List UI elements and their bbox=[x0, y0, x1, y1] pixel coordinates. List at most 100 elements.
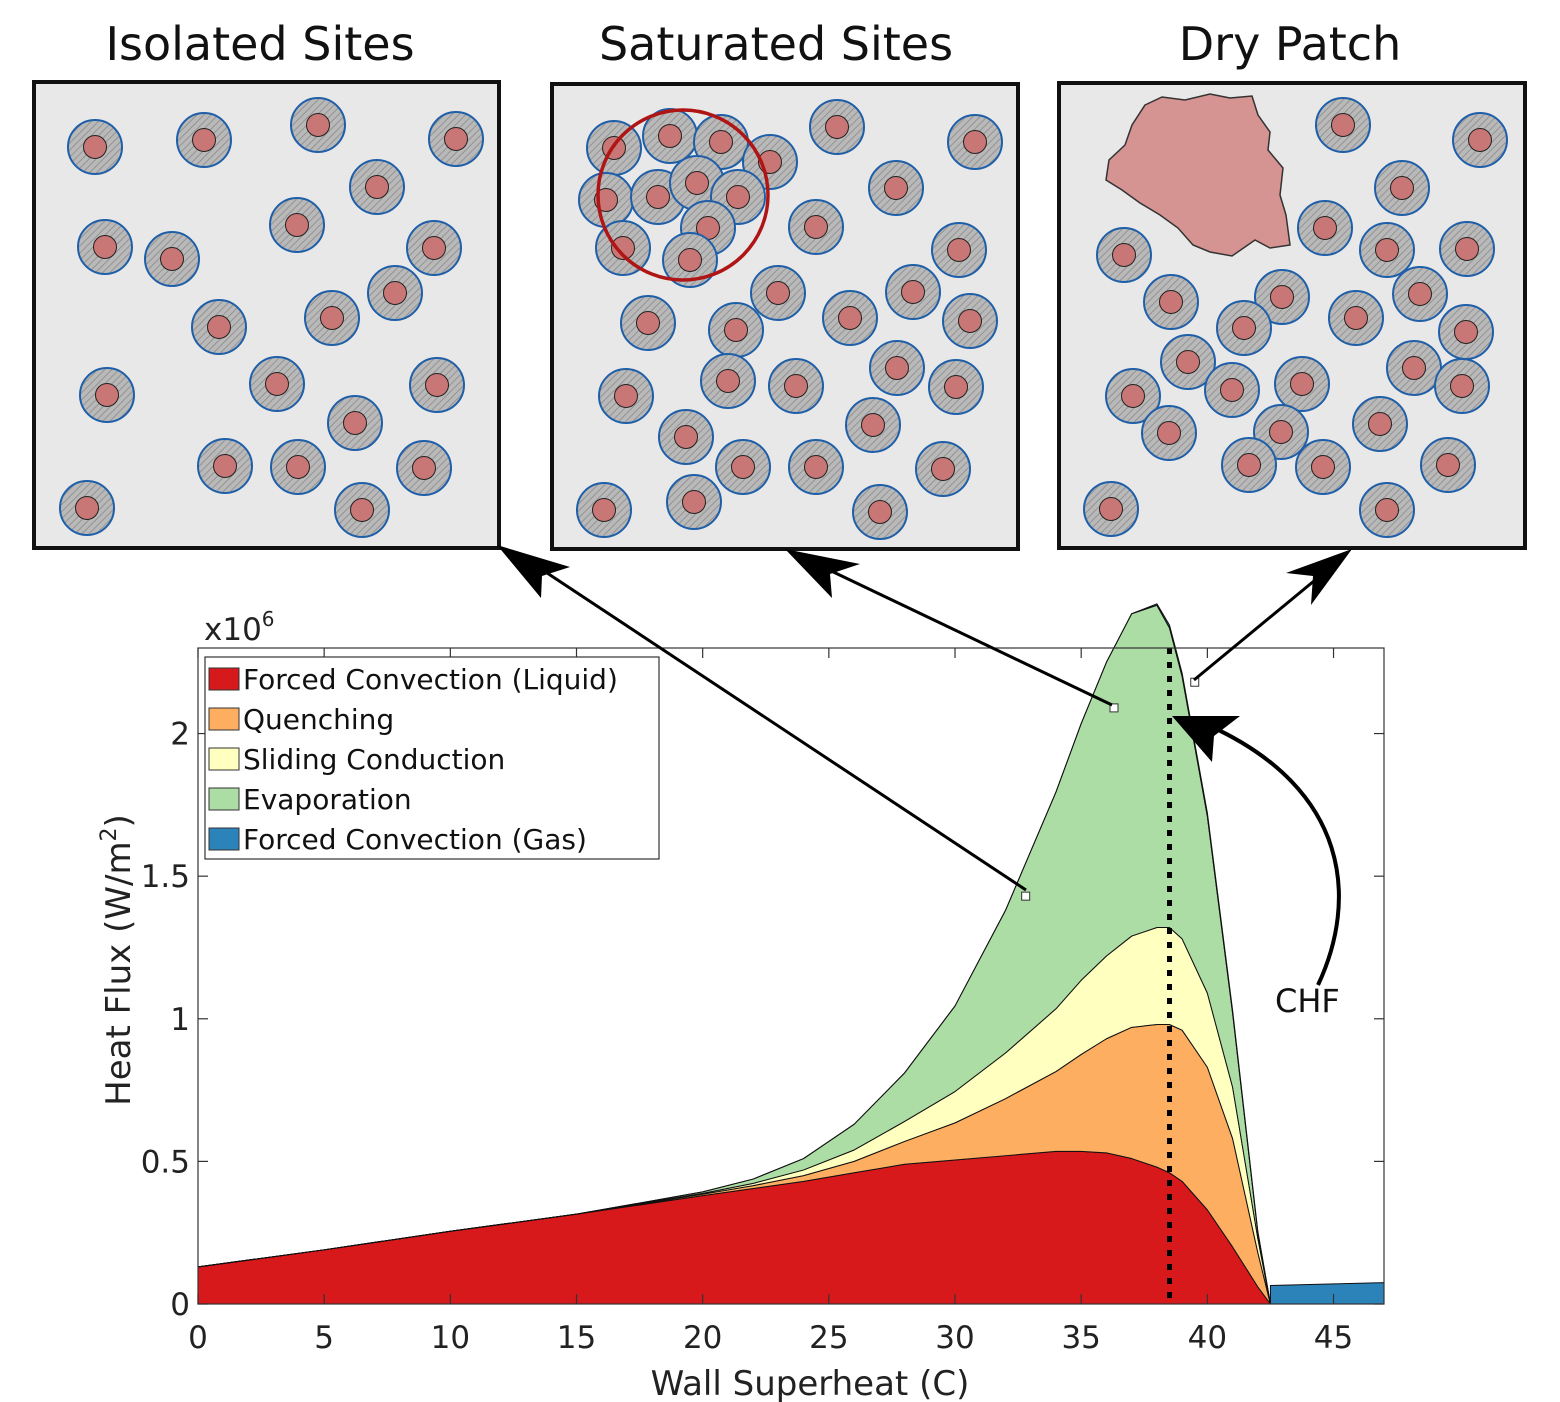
axes-frame bbox=[197, 647, 1385, 1305]
boiling-site bbox=[768, 358, 824, 414]
y-axis-label: Heat Flux (W/m2) bbox=[97, 814, 139, 1106]
x-tick-label: 45 bbox=[1314, 1320, 1353, 1356]
boiling-site bbox=[578, 172, 634, 228]
legend: Forced Convection (Liquid) Quenching Slidi… bbox=[204, 656, 660, 860]
arrow-dry-patch-head bbox=[1286, 549, 1352, 605]
boiling-site bbox=[822, 290, 878, 346]
y-exponent: x106 bbox=[204, 607, 275, 648]
boiling-site bbox=[327, 395, 383, 451]
boiling-site bbox=[1420, 437, 1476, 493]
boiling-site bbox=[428, 111, 484, 167]
boiling-site bbox=[852, 484, 908, 540]
boiling-site bbox=[1143, 274, 1199, 330]
boiling-site bbox=[700, 353, 756, 409]
y-tick-label: 1 bbox=[170, 1002, 190, 1038]
boiling-site bbox=[349, 159, 405, 215]
legend-swatch-sliding bbox=[208, 747, 240, 771]
chf-arrow-curve bbox=[1209, 724, 1341, 986]
boiling-site bbox=[869, 340, 925, 396]
boiling-site bbox=[144, 231, 200, 287]
boiling-site bbox=[1386, 340, 1442, 396]
x-tick-label: 0 bbox=[188, 1320, 208, 1356]
boiling-site bbox=[1328, 290, 1384, 346]
boiling-site bbox=[620, 295, 676, 351]
arrow-dry-patch-line bbox=[1193, 574, 1321, 682]
boiling-site bbox=[1216, 300, 1272, 356]
boiling-site bbox=[191, 299, 247, 355]
y-tick-label: 2 bbox=[170, 717, 190, 753]
curve-marker-0 bbox=[1021, 891, 1031, 901]
legend-label-gas: Forced Convection (Gas) bbox=[243, 823, 587, 856]
legend-label-quenching: Quenching bbox=[243, 703, 394, 736]
x-tick-label: 25 bbox=[809, 1320, 848, 1356]
boiling-site bbox=[1452, 112, 1508, 168]
legend-box bbox=[204, 656, 660, 860]
arrow-isolated-line bbox=[534, 563, 1027, 892]
boiling-site bbox=[1297, 200, 1353, 256]
boiling-site bbox=[334, 482, 390, 538]
y-tick-label: 0 bbox=[170, 1287, 190, 1323]
panel-dry-patch bbox=[1057, 81, 1527, 550]
boiling-site bbox=[1221, 437, 1277, 493]
boiling-site bbox=[1359, 222, 1415, 278]
x-tick-label: 40 bbox=[1188, 1320, 1227, 1356]
boiling-site bbox=[885, 264, 941, 320]
legend-label-sliding: Sliding Conduction bbox=[243, 743, 505, 776]
boiling-site bbox=[658, 409, 714, 465]
x-axis-label: Wall Superheat (C) bbox=[651, 1364, 970, 1402]
x-axis-ticks: 0 5 10 15 20 25 30 35 40 45 bbox=[188, 648, 1353, 1356]
y-tick-label: 0.5 bbox=[141, 1144, 190, 1180]
pointer-arrows bbox=[497, 545, 1352, 892]
legend-swatch-quenching bbox=[208, 707, 240, 731]
y-axis-ticks: 0 0.5 1 1.5 2 bbox=[141, 717, 1384, 1323]
boiling-site bbox=[715, 439, 771, 495]
boiling-site bbox=[788, 439, 844, 495]
boiling-site bbox=[1352, 396, 1408, 452]
legend-swatch-evaporation bbox=[208, 787, 240, 811]
panel-title-dry-patch: Dry Patch bbox=[1179, 17, 1402, 71]
legend-label-liquid: Forced Convection (Liquid) bbox=[243, 663, 618, 696]
boiling-site bbox=[1392, 266, 1448, 322]
boiling-site bbox=[396, 440, 452, 496]
x-tick-label: 10 bbox=[431, 1320, 470, 1356]
boiling-site bbox=[367, 265, 423, 321]
boiling-site bbox=[77, 219, 133, 275]
chf-arrow-head bbox=[1172, 716, 1240, 762]
chf-label: CHF bbox=[1275, 982, 1340, 1020]
x-tick-label: 20 bbox=[683, 1320, 722, 1356]
area-gas-post-chf bbox=[1269, 1282, 1385, 1305]
boiling-site bbox=[1434, 358, 1490, 414]
boiling-site bbox=[915, 441, 971, 497]
arrow-isolated-head bbox=[497, 545, 570, 598]
boiling-site bbox=[662, 232, 718, 288]
legend-swatch-gas bbox=[208, 827, 240, 851]
boiling-site bbox=[409, 357, 465, 413]
boiling-site bbox=[1374, 160, 1430, 216]
boiling-site bbox=[947, 114, 1003, 170]
boiling-site bbox=[642, 108, 698, 164]
dry-patch-shape bbox=[1105, 93, 1291, 257]
x-tick-label: 35 bbox=[1061, 1320, 1100, 1356]
boiling-site bbox=[742, 134, 798, 190]
x-tick-label: 15 bbox=[557, 1320, 596, 1356]
boiling-site bbox=[809, 99, 865, 155]
x-tick-label: 30 bbox=[935, 1320, 974, 1356]
panel-title-saturated: Saturated Sites bbox=[599, 17, 953, 71]
boiling-site bbox=[666, 474, 722, 530]
boiling-site bbox=[1438, 304, 1494, 360]
panel-dry-patch-sites bbox=[1083, 97, 1508, 538]
panel-title-isolated: Isolated Sites bbox=[105, 17, 414, 71]
boiling-site bbox=[868, 160, 924, 216]
boiling-site bbox=[197, 438, 253, 494]
boiling-site bbox=[1254, 269, 1310, 325]
boiling-site bbox=[59, 480, 115, 536]
boiling-site bbox=[788, 199, 844, 255]
boiling-site bbox=[304, 290, 360, 346]
arrow-saturated-line bbox=[824, 566, 1113, 707]
boiling-site bbox=[942, 293, 998, 349]
boiling-site bbox=[176, 112, 232, 168]
legend-label-evaporation: Evaporation bbox=[243, 783, 412, 816]
cluster-circle bbox=[596, 108, 770, 282]
boiling-site bbox=[1274, 356, 1330, 412]
